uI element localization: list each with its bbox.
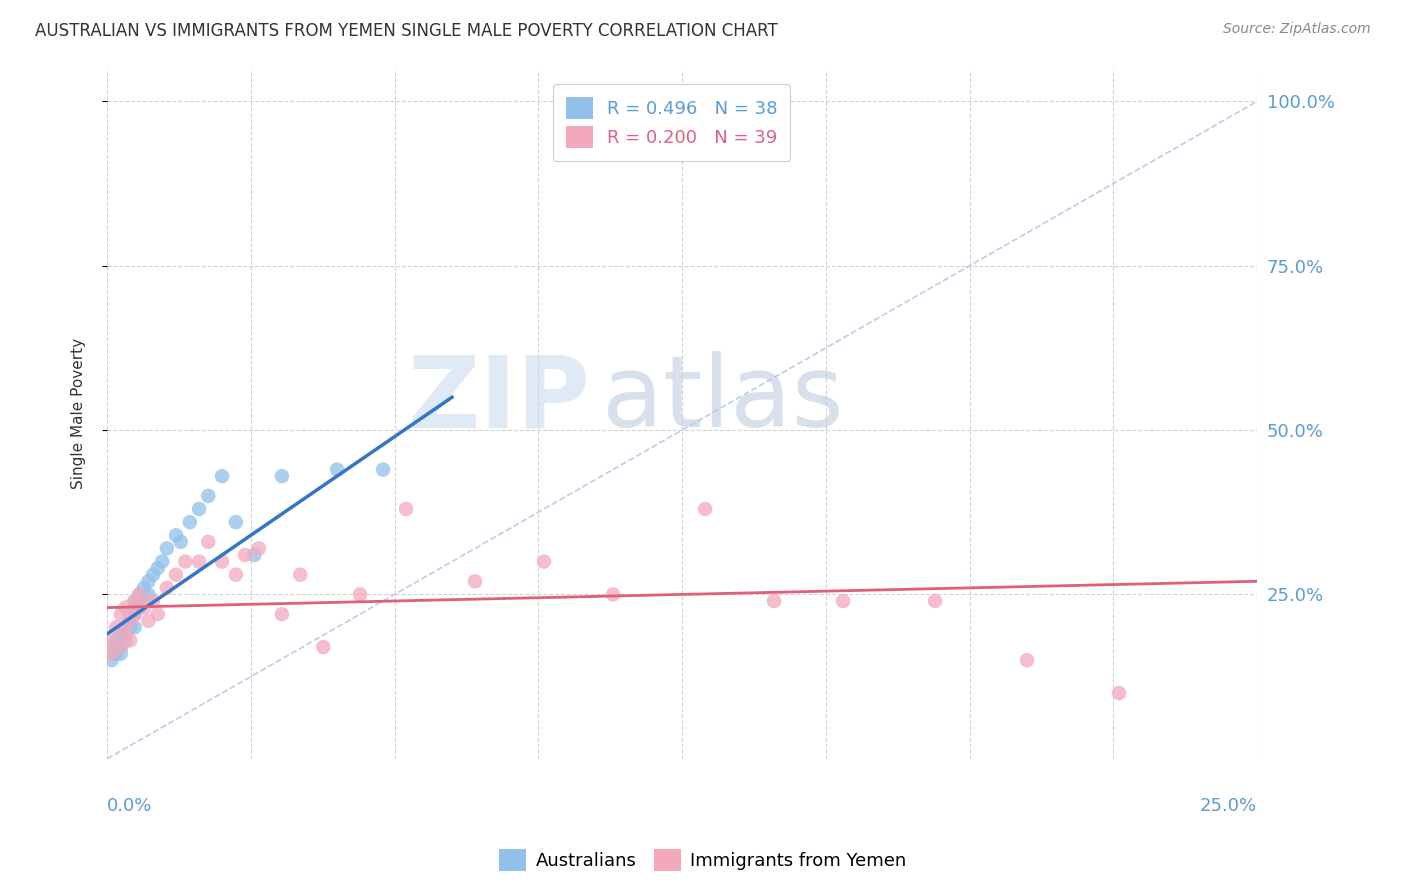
Point (138, 574, 160, 589)
Legend: R = 0.496   N = 38, R = 0.200   N = 39: R = 0.496 N = 38, R = 0.200 N = 39 (553, 85, 790, 161)
Point (142, 594, 165, 608)
Point (110, 627, 132, 641)
Point (225, 515, 247, 529)
Point (124, 594, 146, 608)
Point (179, 515, 201, 529)
Point (188, 555, 211, 569)
Text: Source: ZipAtlas.com: Source: ZipAtlas.com (1223, 22, 1371, 37)
Point (100, 640, 122, 654)
Point (464, 574, 486, 589)
Point (142, 567, 165, 582)
Point (225, 567, 247, 582)
Text: AUSTRALIAN VS IMMIGRANTS FROM YEMEN SINGLE MALE POVERTY CORRELATION CHART: AUSTRALIAN VS IMMIGRANTS FROM YEMEN SING… (35, 22, 778, 40)
Point (602, 587, 624, 601)
Point (138, 614, 160, 628)
Point (105, 647, 128, 661)
Point (110, 607, 132, 622)
Point (290, 567, 312, 582)
Point (128, 587, 150, 601)
Point (165, 528, 187, 542)
Point (124, 607, 146, 622)
Point (120, 614, 142, 628)
Point (114, 600, 136, 615)
Point (124, 607, 146, 622)
Point (233, 548, 256, 562)
Point (128, 600, 150, 615)
Point (693, 502, 716, 516)
Point (188, 502, 211, 516)
Point (114, 633, 136, 648)
Point (146, 607, 169, 622)
Point (832, 594, 855, 608)
Point (138, 587, 160, 601)
Point (211, 469, 233, 483)
Point (110, 647, 132, 661)
Point (763, 594, 786, 608)
Text: ZIP: ZIP (408, 351, 591, 449)
Point (105, 633, 128, 648)
Point (211, 555, 233, 569)
Point (120, 614, 142, 628)
Point (156, 541, 179, 556)
Y-axis label: Single Male Poverty: Single Male Poverty (72, 338, 86, 489)
Point (100, 633, 122, 648)
Point (110, 640, 132, 654)
Point (371, 462, 394, 476)
Legend: Australians, Immigrants from Yemen: Australians, Immigrants from Yemen (492, 842, 914, 879)
Point (924, 594, 946, 608)
Point (100, 653, 122, 667)
Point (174, 555, 197, 569)
Text: 25.0%: 25.0% (1199, 797, 1257, 814)
Point (1108, 686, 1130, 700)
Point (120, 633, 142, 648)
Point (533, 555, 555, 569)
Point (326, 462, 349, 476)
Point (349, 587, 371, 601)
Point (110, 640, 132, 654)
Point (395, 502, 418, 516)
Point (247, 541, 270, 556)
Point (243, 548, 266, 562)
Point (132, 594, 155, 608)
Point (165, 567, 187, 582)
Point (270, 607, 292, 622)
Text: 0.0%: 0.0% (107, 797, 152, 814)
Point (105, 620, 128, 634)
Point (312, 640, 335, 654)
Point (170, 534, 193, 549)
Point (120, 607, 142, 622)
Point (197, 534, 219, 549)
Point (114, 627, 136, 641)
Point (100, 647, 122, 661)
Point (120, 620, 142, 634)
Point (156, 581, 179, 595)
Point (132, 581, 155, 595)
Point (124, 594, 146, 608)
Point (114, 627, 136, 641)
Point (132, 600, 155, 615)
Point (124, 620, 146, 634)
Point (150, 555, 173, 569)
Text: atlas: atlas (602, 351, 844, 449)
Point (146, 561, 169, 575)
Point (1015, 653, 1038, 667)
Point (693, 107, 716, 121)
Point (128, 587, 150, 601)
Point (270, 469, 292, 483)
Point (114, 620, 136, 634)
Point (197, 489, 219, 503)
